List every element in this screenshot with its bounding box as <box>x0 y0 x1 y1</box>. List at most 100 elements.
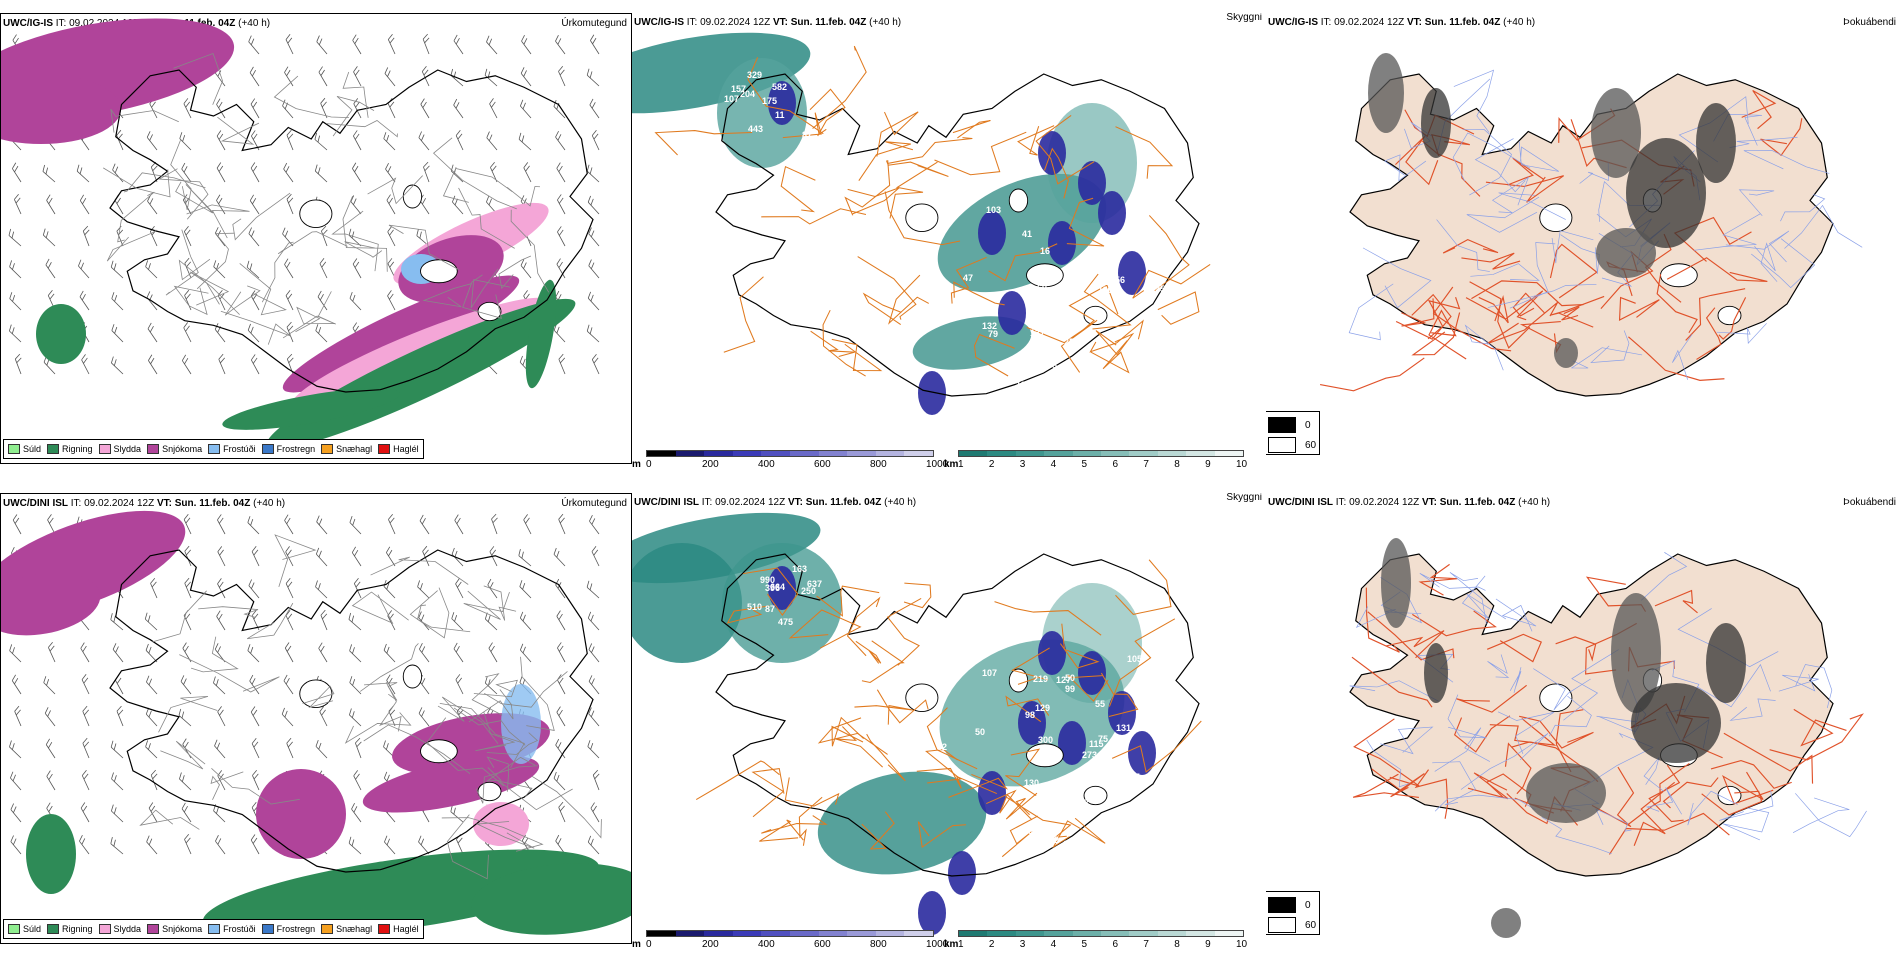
precip-area <box>473 802 529 846</box>
road-line <box>1068 284 1119 334</box>
legend-swatch <box>321 444 334 454</box>
scale-tick-label: 8 <box>1174 459 1180 470</box>
wind-barb <box>250 98 260 119</box>
road-line <box>483 585 517 621</box>
wind-barb <box>285 578 294 599</box>
legend-swatch <box>378 444 391 454</box>
scale-tick-label: 1000 <box>926 939 949 950</box>
road-line <box>1427 297 1461 340</box>
road-line <box>831 716 865 747</box>
legend-swatch <box>1268 417 1296 433</box>
road-line <box>1561 306 1580 321</box>
road-line <box>1351 656 1433 708</box>
scale-swatch <box>1157 931 1187 936</box>
visibility-scale: km 1 2 3 4 5 6 7 8 9 10 <box>944 930 1252 952</box>
road-line <box>485 756 536 782</box>
wind-barb <box>250 354 260 375</box>
scale-tick-label: 3 <box>1019 459 1026 470</box>
ceiling-value-label: 107 <box>724 94 739 104</box>
wind-barb <box>455 578 464 599</box>
precip-area <box>1058 721 1086 765</box>
road-line <box>1478 295 1509 324</box>
color-scale-bar <box>958 930 1244 937</box>
wind-barb <box>348 228 362 247</box>
road-line <box>1469 281 1531 349</box>
scale-swatch <box>1157 451 1187 456</box>
fog-area <box>1626 138 1706 248</box>
wind-barb <box>387 98 396 119</box>
road-line <box>332 95 375 137</box>
wind-barb <box>183 322 192 343</box>
ceiling-value-label: 107 <box>982 668 997 678</box>
wind-barb <box>422 545 430 567</box>
wind-barb <box>11 674 22 695</box>
precip-area <box>1018 701 1046 745</box>
wind-barb <box>114 674 124 695</box>
road-line <box>1434 727 1491 772</box>
road-line <box>1656 274 1698 334</box>
wind-barb <box>112 163 124 183</box>
legend-label: 0 <box>1305 899 1311 911</box>
scale-tick-label: 9 <box>1205 939 1211 950</box>
wind-barb <box>81 769 90 791</box>
precip-type-legend: Súld Rigning Slydda Snjókoma Frostúði Frostre… <box>3 919 424 939</box>
road-line <box>1563 649 1619 721</box>
wind-barb <box>249 194 260 215</box>
wind-barb <box>591 546 600 567</box>
precip-area <box>471 863 631 935</box>
road-line <box>723 276 764 353</box>
wind-barb <box>314 164 328 183</box>
road-line <box>1005 796 1072 838</box>
road-line <box>1595 808 1632 832</box>
init-time: 09.02.2024 12Z <box>1349 497 1420 508</box>
road-line <box>876 689 929 724</box>
model-name: UWC/IG-IS <box>1268 17 1318 28</box>
road-line <box>1395 136 1439 186</box>
road-line <box>1453 69 1495 133</box>
fog-area <box>1611 593 1661 713</box>
legend-swatch <box>261 444 274 454</box>
wind-barb <box>590 802 600 823</box>
scale-swatch <box>704 451 733 456</box>
glacier-outline <box>1008 668 1029 693</box>
init-time-label: IT: <box>701 497 713 508</box>
road-line <box>854 704 914 725</box>
road-line <box>453 707 526 746</box>
ceiling-value-label: 87 <box>765 604 775 614</box>
road-line <box>462 274 502 319</box>
scale-swatch <box>1214 931 1244 936</box>
road-line <box>858 141 914 182</box>
road-line <box>351 591 409 624</box>
wind-barb <box>8 228 22 247</box>
wind-barb <box>14 353 22 375</box>
wind-barb <box>353 577 362 599</box>
road-line <box>282 291 336 339</box>
scale-tick-label: 200 <box>702 459 719 470</box>
road-line <box>1452 132 1531 182</box>
road-line <box>211 767 300 805</box>
wind-barb <box>319 258 328 279</box>
road-line <box>217 116 260 145</box>
precip-area <box>282 275 520 393</box>
wind-barb <box>590 34 600 55</box>
scale-tick-label: 600 <box>814 459 831 470</box>
wind-barb <box>9 292 22 311</box>
wind-barb <box>588 227 600 247</box>
wind-barb <box>285 546 294 567</box>
panel-header: UWC/DINI ISL IT: 09.02.2024 12Z VT: Sun.… <box>1268 497 1550 508</box>
wind-barb <box>286 737 294 759</box>
scale-swatch <box>904 451 933 456</box>
precip-legend-item: Frostregn <box>261 444 315 454</box>
scale-tick-label: 2 <box>988 939 995 950</box>
wind-barb <box>586 324 600 343</box>
init-time: 09.02.2024 12Z <box>1334 17 1405 28</box>
wind-barb <box>111 324 124 343</box>
wind-barb <box>180 675 192 695</box>
init-time-label: IT: <box>70 498 82 509</box>
panel-title: Þokuábendi <box>1843 17 1896 28</box>
wind-barb <box>183 610 192 631</box>
road-line <box>761 208 867 225</box>
precip-type-panel: UWC/IG-IS IT: 09.02.2024 12Z VT: Sun. 11… <box>0 13 632 464</box>
ceiling-value-label: 127 <box>1074 798 1089 808</box>
legend-swatch <box>321 924 334 934</box>
